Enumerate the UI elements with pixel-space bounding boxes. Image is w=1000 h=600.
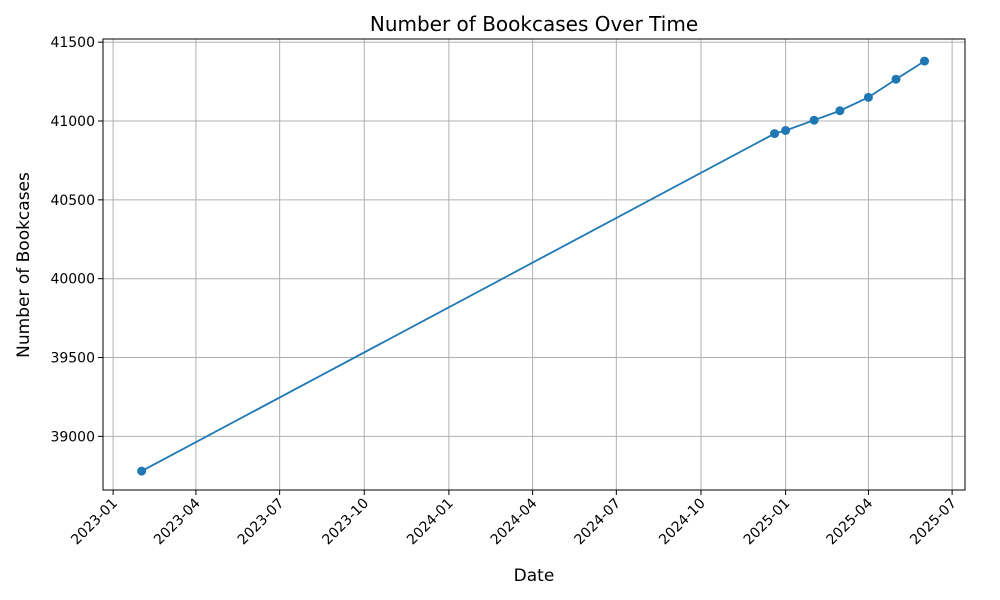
x-tick-label: 2025-07 [907,496,960,549]
data-point [863,92,873,102]
x-tick-label: 2023-01 [68,496,121,549]
x-tick-label: 2024-07 [571,496,624,549]
x-tick-label: 2024-01 [404,496,457,549]
data-point [137,466,147,476]
axes [102,38,966,491]
data-point [809,115,819,125]
y-tick-label: 39500 [50,351,95,367]
plot-frame [102,38,966,491]
series-group [137,56,930,476]
x-tick-label: 2025-01 [741,496,794,549]
chart-title: Number of Bookcases Over Time [370,12,698,36]
y-tick-label: 40500 [50,193,95,209]
data-point [835,106,845,116]
x-tick-label: 2024-04 [488,495,541,548]
data-point [770,129,780,139]
x-tick-label: 2023-10 [319,496,372,549]
y-tick-label: 41500 [50,35,95,51]
y-axis-ticks: 39000 39500 40000 40500 41000 41500 [50,35,103,445]
x-tick-label: 2023-04 [151,495,204,548]
x-axis-title: Date [514,566,555,586]
data-point [781,125,791,135]
y-tick-label: 40000 [50,272,95,288]
data-point [891,74,901,84]
x-tick-label: 2023-07 [235,496,288,549]
x-tick-label: 2025-04 [824,495,877,548]
data-point [920,56,930,66]
y-tick-label: 41000 [50,114,95,130]
grid-lines [103,39,965,490]
y-tick-label: 39000 [50,429,95,445]
x-tick-label: 2024-10 [656,496,709,549]
x-axis-ticks: 2023-01 2023-04 2023-07 2023-10 2024-01 2024-… [68,490,960,548]
y-axis-title: Number of Bookcases [14,172,34,358]
